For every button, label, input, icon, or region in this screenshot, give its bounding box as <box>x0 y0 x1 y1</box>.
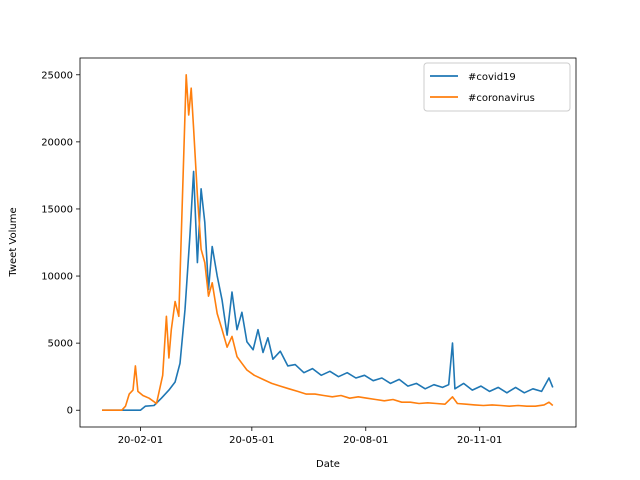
y-tick-label: 20000 <box>41 137 73 148</box>
legend-label-coronavirus: #coronavirus <box>468 93 535 104</box>
ticks-layer: 20-02-01 20-05-01 20-08-01 20-11-01 0 5000 100… <box>41 70 502 446</box>
legend-label-covid19: #covid19 <box>468 72 516 83</box>
y-tick-label: 15000 <box>41 204 73 215</box>
legend-box <box>423 62 571 112</box>
axes-frame <box>79 57 577 428</box>
x-tick-label: 20-11-01 <box>457 435 502 446</box>
series-line-covid19 <box>102 170 554 411</box>
y-tick-label: 25000 <box>41 70 73 81</box>
x-tick-label: 20-02-01 <box>118 435 163 446</box>
series-layer <box>102 74 554 411</box>
y-tick-label: 0 <box>67 406 73 417</box>
x-tick-label: 20-05-01 <box>229 435 274 446</box>
y-axis-label: Tweet Volume <box>8 207 19 277</box>
y-tick-label: 10000 <box>41 272 73 283</box>
x-axis-label: Date <box>316 459 340 470</box>
legend: #covid19 #coronavirus <box>423 62 571 112</box>
axes-layer <box>79 57 577 428</box>
y-tick-label: 5000 <box>48 339 73 350</box>
series-line-coronavirus <box>102 74 554 411</box>
x-tick-label: 20-08-01 <box>343 435 388 446</box>
